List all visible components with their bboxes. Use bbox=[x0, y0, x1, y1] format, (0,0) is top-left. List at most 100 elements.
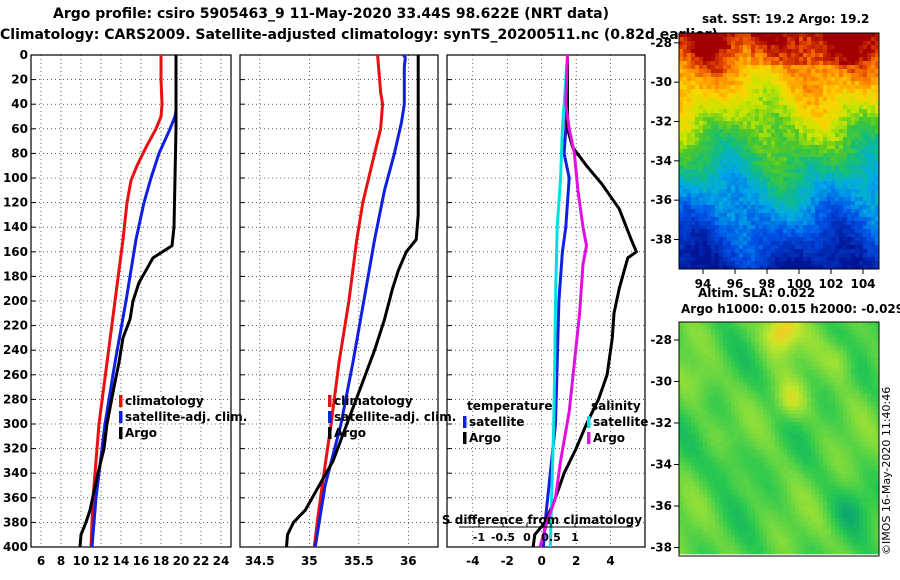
map-cell bbox=[743, 153, 748, 158]
map-cell bbox=[847, 61, 852, 66]
map-cell bbox=[787, 330, 792, 335]
map-cell bbox=[703, 245, 708, 250]
map-cell bbox=[803, 149, 808, 154]
map-cell bbox=[779, 157, 784, 162]
map-cell bbox=[875, 33, 880, 38]
map-cell bbox=[775, 77, 780, 82]
map-cell bbox=[807, 229, 812, 234]
map-cell bbox=[747, 430, 752, 435]
map-cell bbox=[703, 141, 708, 146]
map-cell bbox=[699, 265, 704, 270]
map-cell bbox=[795, 245, 800, 250]
map-cell bbox=[735, 169, 740, 174]
map-cell bbox=[699, 378, 704, 383]
map-cell bbox=[779, 322, 784, 327]
map-cell bbox=[819, 101, 824, 106]
map-cell bbox=[863, 326, 868, 331]
map-cell bbox=[811, 414, 816, 419]
map-cell bbox=[783, 53, 788, 58]
map-cell bbox=[871, 326, 876, 331]
map-cell bbox=[711, 442, 716, 447]
map-cell bbox=[875, 177, 880, 182]
map-cell bbox=[711, 338, 716, 343]
map-cell bbox=[683, 157, 688, 162]
map-cell bbox=[731, 426, 736, 431]
map-cell bbox=[835, 153, 840, 158]
map-cell bbox=[683, 77, 688, 82]
map-cell bbox=[807, 97, 812, 102]
map-cell bbox=[703, 466, 708, 471]
map-cell bbox=[855, 261, 860, 266]
map-cell bbox=[843, 330, 848, 335]
map-cell bbox=[687, 73, 692, 78]
map-cell bbox=[839, 61, 844, 66]
map-cell bbox=[819, 454, 824, 459]
map-cell bbox=[867, 382, 872, 387]
map-cell bbox=[827, 37, 832, 42]
map-cell bbox=[839, 430, 844, 435]
map-cell bbox=[767, 462, 772, 467]
map-cell bbox=[851, 197, 856, 202]
map-cell bbox=[783, 342, 788, 347]
map-cell bbox=[687, 85, 692, 90]
map-cell bbox=[703, 398, 708, 403]
map-cell bbox=[711, 378, 716, 383]
map-cell bbox=[811, 53, 816, 58]
map-cell bbox=[707, 197, 712, 202]
map-cell bbox=[715, 334, 720, 339]
map-cell bbox=[787, 225, 792, 230]
map-cell bbox=[839, 105, 844, 110]
map-cell bbox=[719, 49, 724, 54]
map-cell bbox=[867, 350, 872, 355]
map-cell bbox=[843, 97, 848, 102]
map-cell bbox=[691, 326, 696, 331]
ytick-label: 240 bbox=[3, 343, 28, 357]
map-cell bbox=[723, 97, 728, 102]
map-cell bbox=[715, 374, 720, 379]
map-cell bbox=[799, 265, 804, 270]
map-cell bbox=[771, 113, 776, 118]
map-cell bbox=[731, 382, 736, 387]
map-cell bbox=[743, 446, 748, 451]
map-cell bbox=[855, 233, 860, 238]
map-cell bbox=[683, 177, 688, 182]
map-cell bbox=[759, 93, 764, 98]
map-cell bbox=[851, 414, 856, 419]
map-cell bbox=[711, 193, 716, 198]
map-cell bbox=[703, 121, 708, 126]
map-cell bbox=[843, 213, 848, 218]
map-cell bbox=[755, 257, 760, 262]
map-cell bbox=[779, 121, 784, 126]
map-cell bbox=[847, 133, 852, 138]
map-cell bbox=[863, 338, 868, 343]
map-cell bbox=[711, 446, 716, 451]
map-cell bbox=[819, 225, 824, 230]
map-cell bbox=[691, 41, 696, 46]
map-cell bbox=[855, 346, 860, 351]
map-cell bbox=[811, 165, 816, 170]
map-cell bbox=[867, 354, 872, 359]
map-cell bbox=[799, 382, 804, 387]
map-cell bbox=[727, 69, 732, 74]
map-cell bbox=[699, 121, 704, 126]
map-cell bbox=[775, 217, 780, 222]
map-cell bbox=[819, 109, 824, 114]
map-cell bbox=[815, 205, 820, 210]
map-cell bbox=[707, 185, 712, 190]
map-cell bbox=[839, 434, 844, 439]
map-cell bbox=[791, 133, 796, 138]
map-cell bbox=[803, 217, 808, 222]
map-cell bbox=[695, 390, 700, 395]
map-cell bbox=[767, 193, 772, 198]
map-cell bbox=[683, 233, 688, 238]
map-cell bbox=[843, 257, 848, 262]
map-cell bbox=[735, 410, 740, 415]
map-cell bbox=[783, 438, 788, 443]
map-cell bbox=[803, 366, 808, 371]
map-cell bbox=[767, 362, 772, 367]
map-cell bbox=[699, 61, 704, 66]
map-cell bbox=[719, 257, 724, 262]
map-cell bbox=[691, 406, 696, 411]
map-cell bbox=[711, 93, 716, 98]
difference-xlabel: S difference from climatology bbox=[442, 513, 642, 527]
